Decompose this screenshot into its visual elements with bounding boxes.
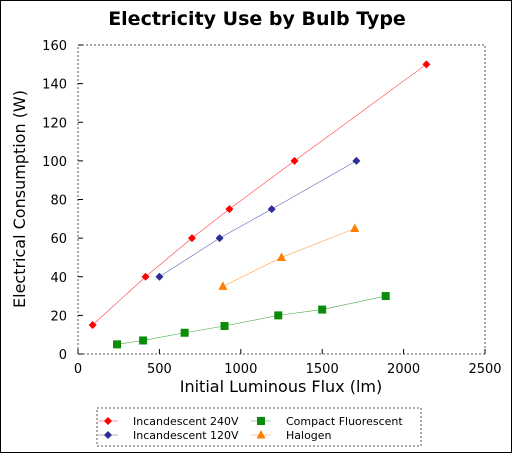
legend-item: Halogen bbox=[251, 429, 332, 442]
data-point bbox=[187, 234, 196, 243]
x-tick-label: 1500 bbox=[306, 362, 339, 377]
data-point bbox=[318, 305, 327, 314]
data-point bbox=[218, 281, 228, 290]
legend-item: Incandescent 240V bbox=[98, 415, 239, 428]
series-3 bbox=[218, 223, 360, 290]
data-point bbox=[139, 336, 148, 345]
y-tick-label: 20 bbox=[50, 309, 67, 324]
x-tick-label: 2500 bbox=[468, 362, 501, 377]
series-2 bbox=[113, 292, 390, 349]
data-point bbox=[267, 205, 276, 214]
legend-marker bbox=[104, 417, 112, 425]
legend-marker bbox=[256, 430, 266, 439]
series-line bbox=[159, 160, 357, 278]
legend-label: Incandescent 240V bbox=[133, 415, 239, 428]
data-point bbox=[155, 272, 164, 281]
data-point bbox=[422, 60, 431, 69]
y-tick-label: 120 bbox=[42, 116, 67, 131]
x-tick-label: 1000 bbox=[224, 362, 257, 377]
data-point bbox=[274, 311, 283, 320]
x-axis-label: Initial Luminous Flux (lm) bbox=[180, 377, 383, 396]
y-tick-label: 60 bbox=[50, 232, 67, 247]
legend-box bbox=[96, 407, 422, 447]
legend-marker bbox=[104, 431, 112, 439]
data-point bbox=[381, 292, 390, 301]
series-layer bbox=[88, 60, 431, 349]
axis-ticks: 0 500 1000 1500 2000 2500 0 20 40 60 80 100 120 140 16… bbox=[42, 39, 501, 377]
y-tick-label: 40 bbox=[50, 271, 67, 286]
legend-label: Halogen bbox=[286, 429, 332, 442]
chart-title: Electricity Use by Bulb Type bbox=[108, 8, 406, 30]
data-point bbox=[220, 321, 229, 330]
y-tick-label: 160 bbox=[42, 39, 67, 54]
series-1 bbox=[155, 156, 361, 281]
legend-marker bbox=[257, 417, 265, 425]
legend-item: Incandescent 120V bbox=[98, 429, 239, 442]
series-0 bbox=[88, 60, 431, 330]
plot-area bbox=[77, 44, 486, 355]
y-tick-label: 140 bbox=[42, 78, 67, 93]
data-point bbox=[290, 156, 299, 165]
data-point bbox=[113, 340, 122, 349]
data-point bbox=[180, 328, 189, 337]
x-tick-label: 2000 bbox=[387, 362, 420, 377]
legend-label: Incandescent 120V bbox=[133, 429, 239, 442]
data-point bbox=[225, 205, 234, 214]
y-axis-label: Electrical Consumption (W) bbox=[10, 90, 29, 308]
legend-label: Compact Fluorescent bbox=[286, 415, 403, 428]
data-point bbox=[141, 272, 150, 281]
data-point bbox=[215, 234, 224, 243]
data-point bbox=[277, 252, 286, 261]
data-point bbox=[88, 321, 97, 330]
y-tick-label: 80 bbox=[50, 194, 67, 209]
series-line bbox=[92, 64, 427, 326]
y-tick-label: 0 bbox=[59, 348, 67, 363]
data-point bbox=[350, 223, 360, 232]
x-tick-label: 500 bbox=[147, 362, 172, 377]
x-tick-label: 0 bbox=[74, 362, 82, 377]
legend-item: Compact Fluorescent bbox=[251, 415, 403, 428]
data-point bbox=[352, 156, 361, 165]
y-tick-label: 100 bbox=[42, 155, 67, 170]
